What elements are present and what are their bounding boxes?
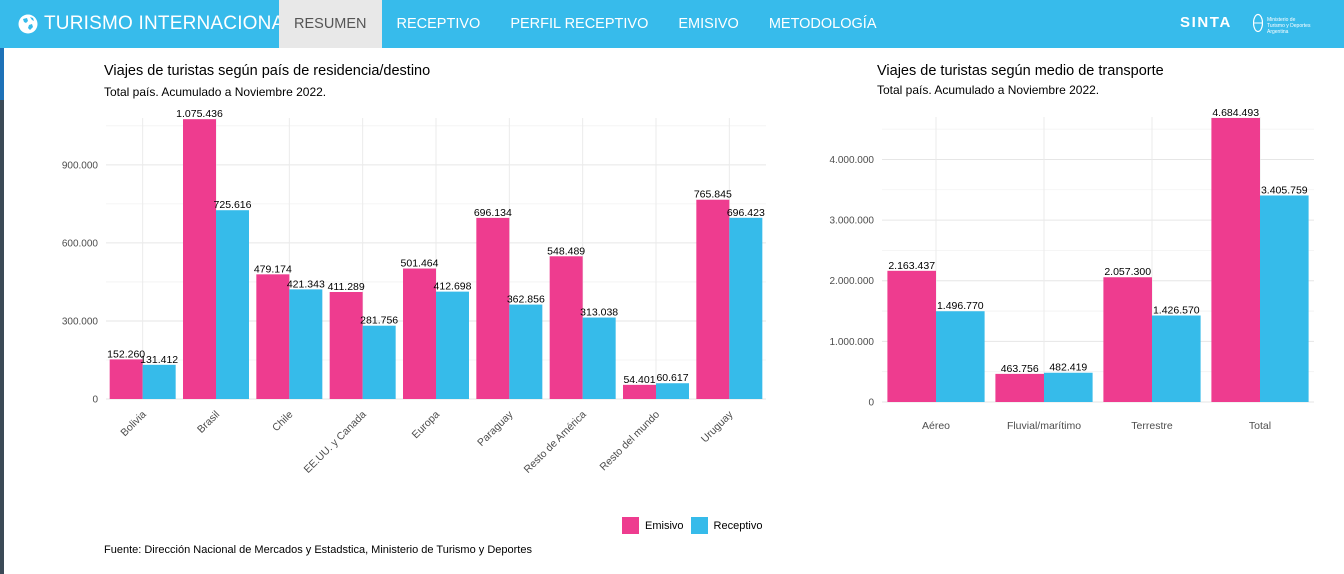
chart1-data-label: 548.489: [547, 245, 585, 257]
chart2-x-tick-label: Terrestre: [1131, 420, 1173, 432]
chart1-y-tick-label: 600.000: [62, 238, 99, 249]
chart1-subtitle: Total país. Acumulado a Noviembre 2022.: [104, 85, 327, 99]
chart2-bar-receptivo: [1260, 195, 1309, 402]
tab-perfil-receptivo[interactable]: PERFIL RECEPTIVO: [510, 16, 649, 32]
left-edge-strip: [0, 48, 4, 574]
chart2-x-tick-label: Total: [1249, 420, 1271, 432]
ministerio-logo[interactable]: Ministerio de Turismo y Deportes Argenti…: [1252, 13, 1311, 38]
chart2-bar-emisivo: [1103, 277, 1152, 402]
ministerio-label: Ministerio de Turismo y Deportes Argenti…: [1267, 16, 1311, 35]
chart1-data-label: 362.856: [507, 294, 545, 306]
chart1-data-label: 411.289: [328, 281, 365, 293]
chart2-data-label: 482.419: [1049, 362, 1087, 374]
chart1-data-label: 54.401: [623, 374, 655, 386]
tab-emisivo[interactable]: EMISIVO: [678, 16, 739, 32]
chart1-bar-receptivo: [582, 317, 616, 399]
chart-legend: Emisivo Receptivo: [622, 517, 769, 534]
chart1-data-label: 281.756: [360, 315, 398, 327]
chart1-bar-receptivo: [436, 291, 469, 399]
chart1-bar-emisivo: [476, 217, 510, 399]
chart1-data-label: 765.845: [694, 189, 732, 201]
chart1-bar-emisivo: [623, 384, 656, 399]
tab-receptivo[interactable]: RECEPTIVO: [396, 16, 481, 32]
chart1-bar-receptivo: [216, 210, 249, 399]
chart1-y-tick-label: 300.000: [62, 316, 99, 327]
chart1-title: Viajes de turistas según país de residen…: [104, 63, 431, 79]
chart1-data-label: 725.616: [214, 199, 252, 211]
legend-swatch-emisivo: [622, 517, 639, 534]
top-navbar: TURISMO INTERNACIONAL RESUMEN RECEPTIVO …: [0, 0, 1344, 48]
legend-item-emisivo: Emisivo: [622, 517, 684, 534]
chart2-data-label: 1.496.770: [937, 300, 984, 312]
chart1-bar-emisivo: [549, 256, 583, 399]
chart2-bar-emisivo: [1211, 117, 1260, 403]
chart2-subtitle: Total país. Acumulado a Noviembre 2022.: [877, 83, 1100, 97]
chart2-data-label: 4.684.493: [1212, 107, 1259, 119]
app-title: TURISMO INTERNACIONAL: [44, 13, 296, 34]
chart1-data-label: 1.075.436: [176, 108, 223, 120]
chart2-data-label: 1.426.570: [1153, 304, 1200, 316]
chart2-bar-emisivo: [887, 270, 936, 402]
main-tabs: RESUMEN RECEPTIVO PERFIL RECEPTIVO EMISI…: [279, 0, 892, 48]
escudo-icon: [1252, 13, 1264, 38]
sinta-logo[interactable]: SINTA: [1180, 14, 1232, 31]
globe-icon: [18, 14, 38, 34]
chart2-data-label: 2.163.437: [888, 260, 935, 272]
chart1-y-tick-label: 900.000: [62, 160, 99, 171]
chart1-bar-emisivo: [109, 359, 143, 399]
chart1-data-label: 412.698: [434, 281, 472, 293]
app-brand[interactable]: TURISMO INTERNACIONAL: [18, 0, 295, 48]
legend-swatch-receptivo: [690, 517, 708, 534]
chart2-data-label: 463.756: [1001, 363, 1039, 375]
chart1-bar-receptivo: [656, 383, 689, 399]
chart2-y-tick-label: 1.000.000: [830, 337, 875, 348]
chart1-data-label: 313.038: [580, 307, 618, 319]
chart1-data-label: 152.260: [107, 348, 145, 360]
chart2-bar-receptivo: [936, 311, 985, 402]
chart1-bar-emisivo: [183, 119, 216, 399]
chart2-y-tick-label: 0: [868, 398, 874, 409]
chart1-bar-receptivo: [362, 325, 396, 399]
chart1-data-label: 421.343: [287, 278, 325, 290]
chart1-data-label: 479.174: [254, 263, 292, 275]
chart1-data-label: 696.423: [727, 207, 765, 219]
chart1-y-tick-label: 0: [92, 395, 98, 406]
chart1-data-label: 131.412: [140, 354, 178, 366]
chart2-data-label: 3.405.759: [1261, 184, 1308, 196]
chart1-bar-receptivo: [509, 304, 543, 399]
chart2-bar-receptivo: [1044, 372, 1093, 402]
chart1-bar-receptivo: [729, 217, 763, 399]
tab-resumen[interactable]: RESUMEN: [279, 0, 382, 48]
legend-label-receptivo: Receptivo: [713, 519, 763, 532]
chart2-y-tick-label: 2.000.000: [830, 276, 875, 287]
chart2-y-tick-label: 3.000.000: [830, 216, 875, 227]
chart1-bar-emisivo: [256, 274, 290, 399]
chart1-data-label: 696.134: [474, 207, 512, 219]
source-note: Fuente: Dirección Nacional de Mercados y…: [104, 544, 532, 556]
legend-label-emisivo: Emisivo: [645, 519, 684, 532]
tab-metodologia[interactable]: METODOLOGÍA: [768, 16, 877, 32]
chart2-x-tick-label: Fluvial/marítimo: [1007, 420, 1081, 432]
chart2-bar-receptivo: [1152, 315, 1201, 402]
chart1-bar-chart: 0 300.000 600.000 900.000 152.260 1.075.436 47…: [62, 108, 766, 476]
chart1-bar-emisivo: [403, 268, 436, 399]
chart2-title: Viajes de turistas según medio de transp…: [877, 63, 1164, 79]
chart1-data-label: 60.617: [656, 372, 688, 384]
chart2-data-label: 2.057.300: [1104, 266, 1151, 278]
legend-item-receptivo: Receptivo: [690, 517, 763, 534]
chart1-bar-emisivo: [329, 291, 363, 399]
chart2-y-tick-label: 4.000.000: [830, 155, 875, 166]
chart2-bar-chart: 0 1.000.000 2.000.000 3.000.000 4.000.000 2.1…: [830, 107, 1314, 432]
chart1-bar-receptivo: [289, 289, 323, 399]
chart2-bar-emisivo: [995, 373, 1044, 402]
chart1-data-label: 501.464: [401, 258, 439, 270]
chart2-x-tick-label: Aéreo: [922, 420, 950, 432]
chart1-bar-emisivo: [696, 199, 730, 399]
chart1-bar-receptivo: [142, 364, 176, 399]
